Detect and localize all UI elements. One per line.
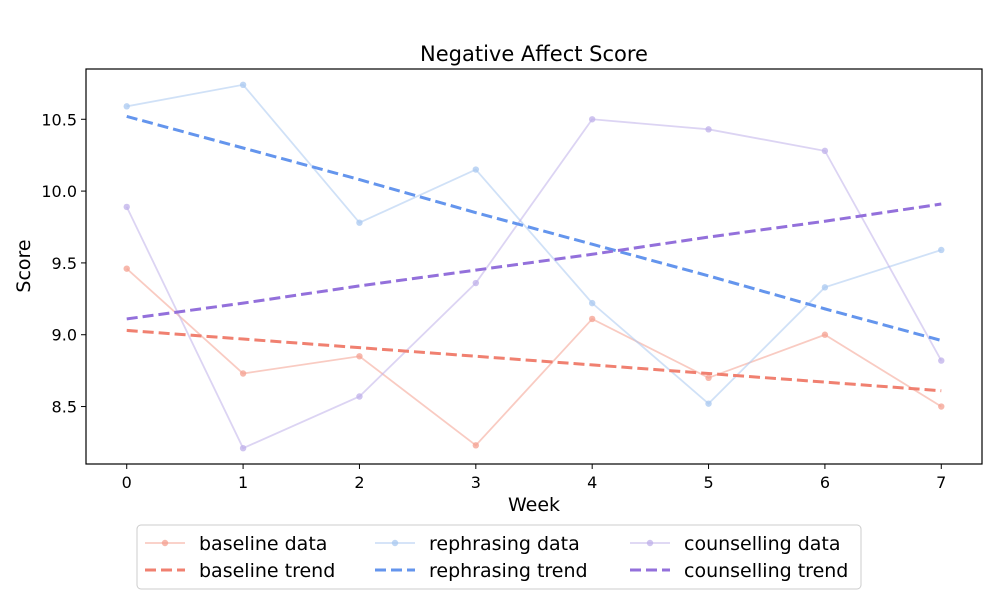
legend-marker <box>391 539 399 547</box>
legend-label: baseline trend <box>199 560 335 582</box>
data-point-baseline-data <box>356 353 363 360</box>
y-axis-title: Score <box>13 239 35 292</box>
data-point-baseline-data <box>588 315 596 323</box>
trend-line-baseline-trend <box>126 328 942 393</box>
legend-item-counselling-data: counselling data <box>630 533 841 555</box>
data-point-rephrasing-data <box>938 246 945 254</box>
x-tick-label: 2 <box>354 473 364 492</box>
trend-line-rephrasing-trend <box>126 114 942 342</box>
legend-label: counselling trend <box>684 560 848 582</box>
legend: baseline data rephrasing data counselling … <box>136 524 862 590</box>
series-line-counselling-data <box>125 118 943 450</box>
data-point-baseline-data <box>472 442 480 449</box>
data-point-counselling-data <box>938 357 945 364</box>
data-point-counselling-data <box>588 116 596 123</box>
legend-item-baseline-trend: baseline trend <box>145 560 335 582</box>
legend-item-rephrasing-data: rephrasing data <box>375 533 580 555</box>
data-point-counselling-data <box>239 445 247 452</box>
legend-label: counselling data <box>684 533 841 555</box>
y-tick-label: 10.0 <box>41 182 77 201</box>
x-tick-label: 7 <box>936 473 946 492</box>
legend-label: baseline data <box>199 533 327 555</box>
data-point-baseline-data <box>123 265 130 272</box>
legend-item-rephrasing-trend: rephrasing trend <box>375 560 588 582</box>
data-point-rephrasing-data <box>705 400 712 407</box>
plot-area <box>123 81 945 452</box>
x-tick-label: 5 <box>703 473 713 492</box>
series-line-baseline-data <box>126 267 942 447</box>
legend-marker <box>161 539 169 547</box>
x-tick-label: 3 <box>471 473 481 492</box>
legend-label: rephrasing trend <box>429 560 588 582</box>
y-tick-label: 9.0 <box>52 326 77 345</box>
data-point-counselling-data <box>705 126 712 133</box>
data-point-baseline-data <box>938 403 945 410</box>
x-axis-title: Week <box>508 494 560 516</box>
data-point-baseline-data <box>239 370 247 377</box>
plot-frame <box>85 68 983 465</box>
data-point-rephrasing-data <box>472 166 480 173</box>
data-point-rephrasing-data <box>123 103 130 110</box>
data-point-rephrasing-data <box>588 299 596 307</box>
legend-item-counselling-trend: counselling trend <box>630 560 848 582</box>
y-tick-label: 9.5 <box>52 254 77 273</box>
data-point-baseline-data <box>821 331 829 338</box>
y-tick-label: 8.5 <box>52 398 77 417</box>
x-axis: 0 1 2 3 4 5 6 7 <box>122 464 946 492</box>
data-point-rephrasing-data <box>821 284 829 291</box>
trend-line-counselling-trend <box>126 202 942 321</box>
x-tick-label: 0 <box>122 473 132 492</box>
data-point-counselling-data <box>472 279 480 287</box>
legend-frame <box>136 524 862 590</box>
data-point-counselling-data <box>356 393 363 400</box>
data-point-rephrasing-data <box>239 81 247 89</box>
x-tick-label: 4 <box>587 473 597 492</box>
x-tick-label: 6 <box>820 473 830 492</box>
legend-label: rephrasing data <box>429 533 580 555</box>
data-point-counselling-data <box>123 203 130 211</box>
y-axis: 8.5 9.0 9.5 10.0 10.5 <box>41 110 86 417</box>
series-line-rephrasing-data <box>126 83 942 405</box>
y-tick-label: 10.5 <box>41 110 77 129</box>
data-point-rephrasing-data <box>356 219 363 226</box>
legend-item-baseline-data: baseline data <box>145 533 327 555</box>
data-point-counselling-data <box>821 147 829 155</box>
x-tick-label: 1 <box>238 473 248 492</box>
chart-title: Negative Affect Score <box>420 42 648 66</box>
data-point-baseline-data <box>705 374 712 382</box>
legend-marker <box>646 539 654 547</box>
